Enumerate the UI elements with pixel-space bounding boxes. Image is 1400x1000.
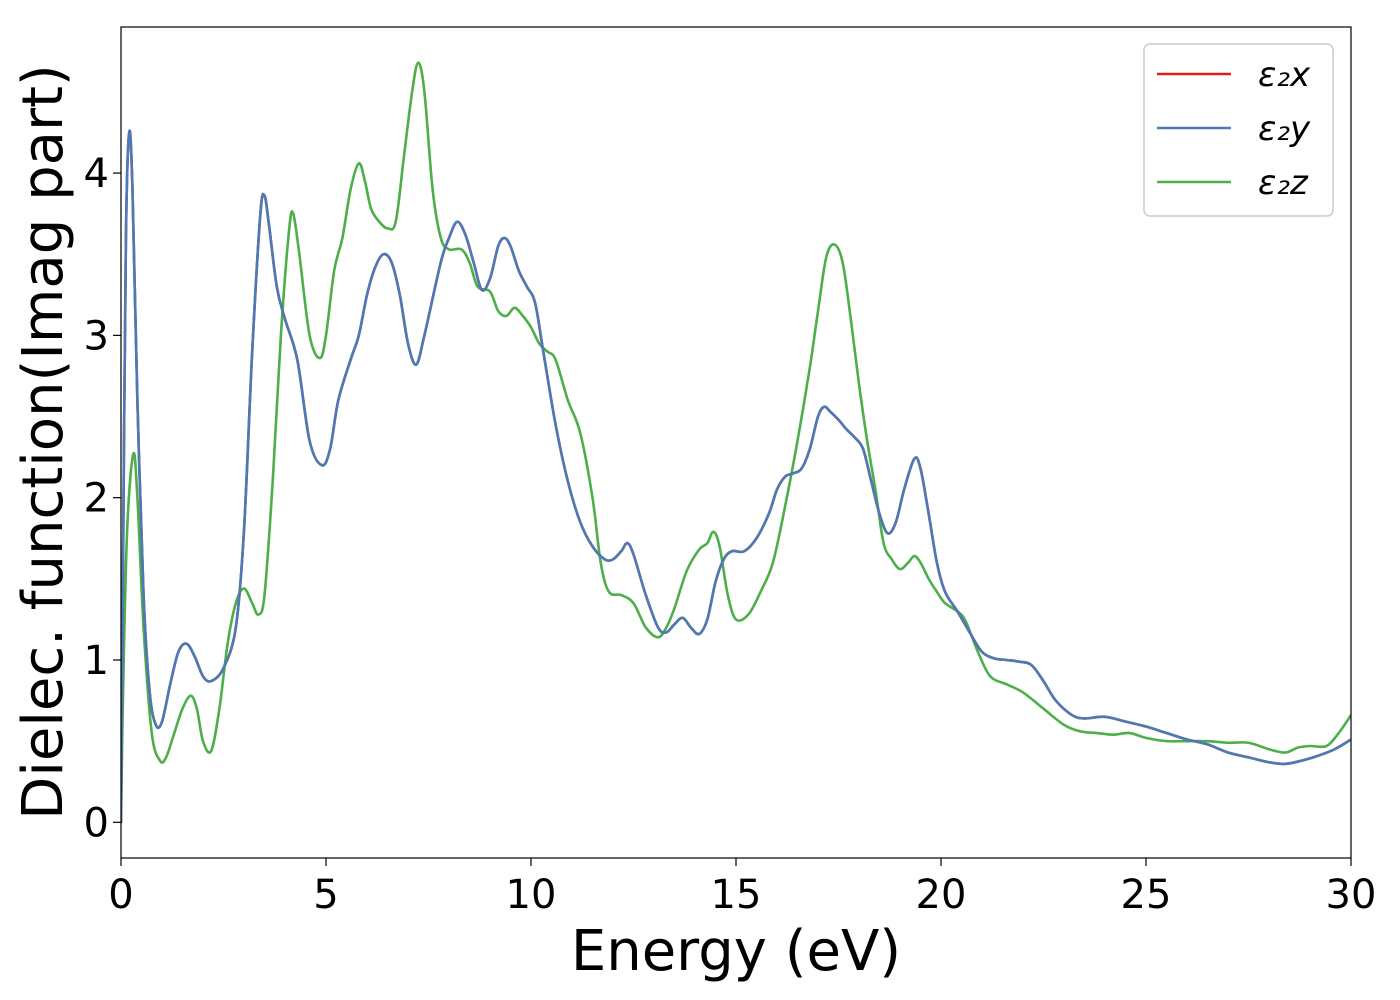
x-tick-label: 10 xyxy=(506,872,557,918)
y-tick-label: 1 xyxy=(84,638,109,684)
legend-label-0: ε₂x xyxy=(1258,55,1311,95)
x-tick-label: 25 xyxy=(1121,872,1172,918)
x-axis-ticks: 0 5 10 15 20 25 30 xyxy=(108,858,1376,918)
legend-label-2: ε₂z xyxy=(1258,163,1309,203)
y-tick-label: 3 xyxy=(84,313,109,359)
series-line-2 xyxy=(121,61,1351,824)
x-tick-label: 15 xyxy=(711,872,762,918)
y-tick-label: 2 xyxy=(84,476,109,522)
x-axis-label: Energy (eV) xyxy=(571,919,901,984)
y-tick-label: 4 xyxy=(84,151,109,197)
legend: ε₂x ε₂y ε₂z xyxy=(1143,43,1334,217)
y-axis-label: Dielec. function(Imag part) xyxy=(11,64,76,820)
y-axis-ticks: 0 1 2 3 4 xyxy=(84,151,121,846)
series-line-1 xyxy=(121,129,1351,824)
x-tick-label: 5 xyxy=(313,872,338,918)
x-tick-label: 20 xyxy=(916,872,967,918)
x-tick-label: 0 xyxy=(108,872,133,918)
y-tick-label: 0 xyxy=(84,800,109,846)
x-tick-label: 30 xyxy=(1326,872,1377,918)
legend-label-1: ε₂y xyxy=(1258,109,1311,149)
legend-box xyxy=(1143,43,1334,217)
series-layer xyxy=(121,61,1351,824)
